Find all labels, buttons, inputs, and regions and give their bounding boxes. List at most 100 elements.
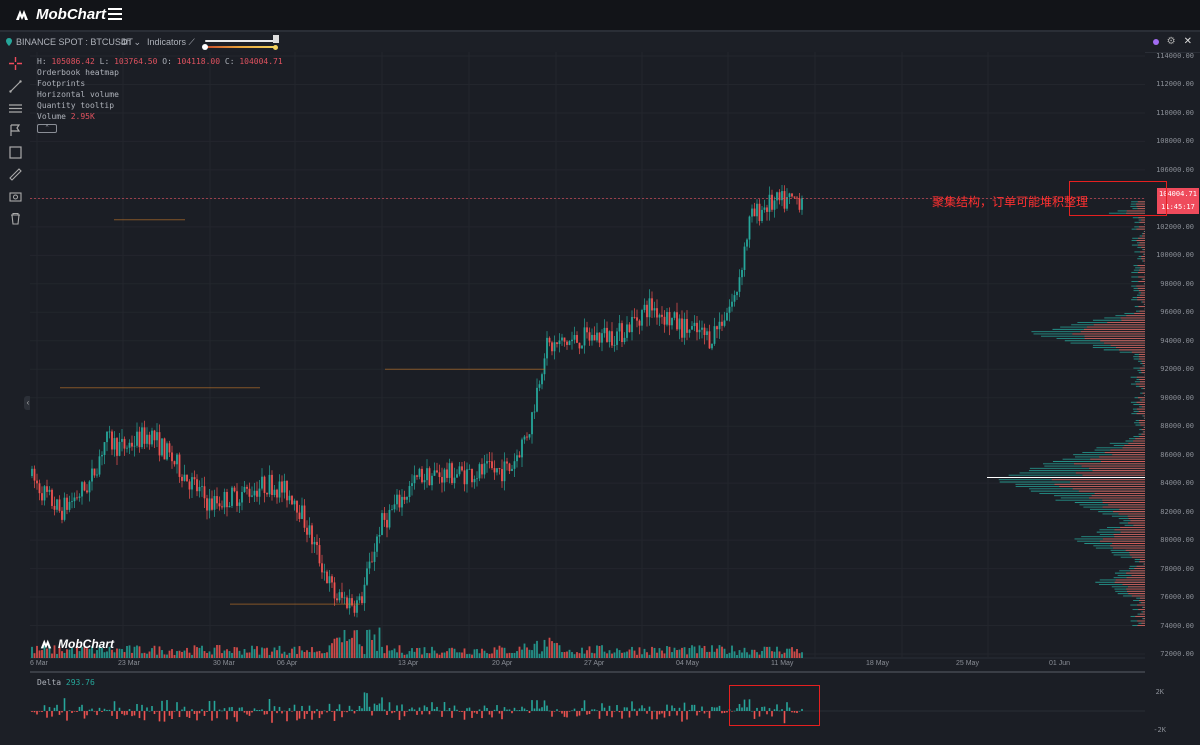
volume-bar [453, 648, 456, 658]
volume-bar [203, 651, 206, 658]
candle-body [778, 192, 781, 201]
price-chart[interactable] [30, 52, 1145, 745]
candle-body [361, 596, 363, 604]
volume-bar [651, 646, 653, 658]
time-axis-tick: 04 May [676, 660, 699, 667]
delta-bar [616, 705, 618, 711]
gear-icon[interactable]: ⚙ [1166, 36, 1176, 47]
candle-body [343, 597, 346, 599]
delta-bar [533, 708, 536, 711]
candle-body [56, 499, 58, 510]
slider-handle-gradient[interactable] [273, 45, 278, 50]
delta-bar [131, 711, 133, 717]
delta-bar [521, 706, 523, 711]
delta-bar [253, 708, 256, 711]
slider-handle-left[interactable] [202, 44, 208, 50]
price-axis-tick: 82000.00 [1160, 507, 1194, 516]
delta-bar [713, 707, 716, 711]
ruler-icon[interactable] [9, 168, 22, 181]
volume-bar [256, 646, 258, 658]
crosshair-icon[interactable] [9, 57, 22, 70]
delta-bar [558, 711, 561, 712]
candle-body [608, 331, 611, 342]
chevron-up-icon: ⌃ [45, 124, 49, 131]
time-axis[interactable]: 6 Mar 23 Mar 30 Mar 06 Apr 13 Apr 20 Apr 27 Ap… [30, 658, 1140, 670]
chevron-left-icon[interactable]: ‹ [24, 396, 32, 410]
volume-bar [598, 646, 601, 658]
volume-bar [178, 650, 181, 658]
candle-body [641, 310, 643, 326]
candle-body [266, 492, 268, 495]
volume-bar [688, 647, 691, 658]
volume-bar [801, 652, 803, 658]
legend-orderbook-heatmap[interactable]: Orderbook heatmap [37, 68, 119, 77]
camera-icon[interactable] [9, 190, 22, 203]
volume-bar [633, 650, 636, 658]
volume-bar [676, 650, 678, 658]
delta-bar [548, 710, 551, 712]
hamburger-menu-icon[interactable] [108, 8, 122, 20]
candle-body [291, 495, 293, 505]
legend-volume[interactable]: Volume 2.95K [37, 111, 283, 122]
candle-body [746, 239, 748, 247]
interval-selector[interactable]: 4h ⌄ [121, 37, 141, 48]
delta-bar [528, 711, 531, 713]
candle-body [276, 489, 278, 498]
delta-bar [88, 709, 91, 711]
volume-bar [551, 641, 553, 658]
collapse-legend-button[interactable]: ⌃ [37, 124, 57, 133]
delta-bar [276, 711, 278, 714]
candle-body [301, 505, 303, 519]
indicators-button[interactable]: Indicators ⟋ [147, 37, 195, 48]
candle-body [673, 312, 676, 318]
close-icon[interactable]: ✕ [1183, 36, 1192, 47]
delta-legend: Delta 293.76 [37, 678, 95, 687]
candle-body [46, 486, 48, 492]
volume-bar [121, 649, 123, 658]
flag-icon[interactable] [9, 124, 22, 137]
candle-body [96, 474, 98, 476]
candle-body [658, 314, 661, 318]
candle-body [238, 502, 241, 506]
delta-bar [771, 711, 773, 717]
horizontal-lines-icon[interactable] [9, 102, 22, 115]
volume-bar [666, 646, 668, 658]
rectangle-icon[interactable] [9, 146, 22, 159]
candle-body [541, 374, 543, 385]
trash-icon[interactable] [9, 212, 22, 225]
volume-bar [278, 645, 281, 658]
delta-bar [646, 711, 648, 714]
delta-bar [163, 711, 166, 722]
price-axis-tick: 86000.00 [1160, 450, 1194, 459]
top-bar: MobChart [0, 0, 1200, 32]
volume-bar [556, 642, 558, 658]
delta-bar [151, 706, 153, 711]
price-axis-tick: 106000.00 [1156, 165, 1194, 174]
delta-bar [256, 709, 258, 711]
heatmap-range-slider[interactable] [202, 35, 279, 50]
slider-handle-right[interactable] [273, 35, 279, 43]
candle-body [433, 470, 436, 476]
delta-bar [698, 711, 701, 713]
symbol-selector[interactable]: BINANCE SPOT : BTCUSDT [16, 37, 133, 47]
volume-bar [338, 637, 341, 658]
candle-body [223, 492, 226, 508]
delta-bar [223, 708, 226, 711]
volume-bar [758, 654, 761, 658]
delta-bar [581, 708, 583, 711]
legend-horizontal-volume[interactable]: Horizontal volume [37, 90, 119, 99]
candle-body [561, 337, 563, 341]
candle-body [388, 509, 391, 528]
delta-bar [261, 709, 263, 711]
volume-bar [223, 650, 226, 658]
trend-line-icon[interactable] [9, 80, 22, 93]
candle-body [518, 455, 521, 458]
volume-bar [358, 644, 361, 658]
candle-body [136, 431, 138, 446]
legend-footprints[interactable]: Footprints [37, 79, 86, 88]
volume-bar [781, 654, 783, 658]
candle-body [593, 334, 596, 341]
legend-quantity-tooltip[interactable]: Quantity tooltip [37, 101, 115, 110]
candle-body [571, 339, 573, 342]
brand-logo[interactable]: MobChart [14, 6, 106, 23]
